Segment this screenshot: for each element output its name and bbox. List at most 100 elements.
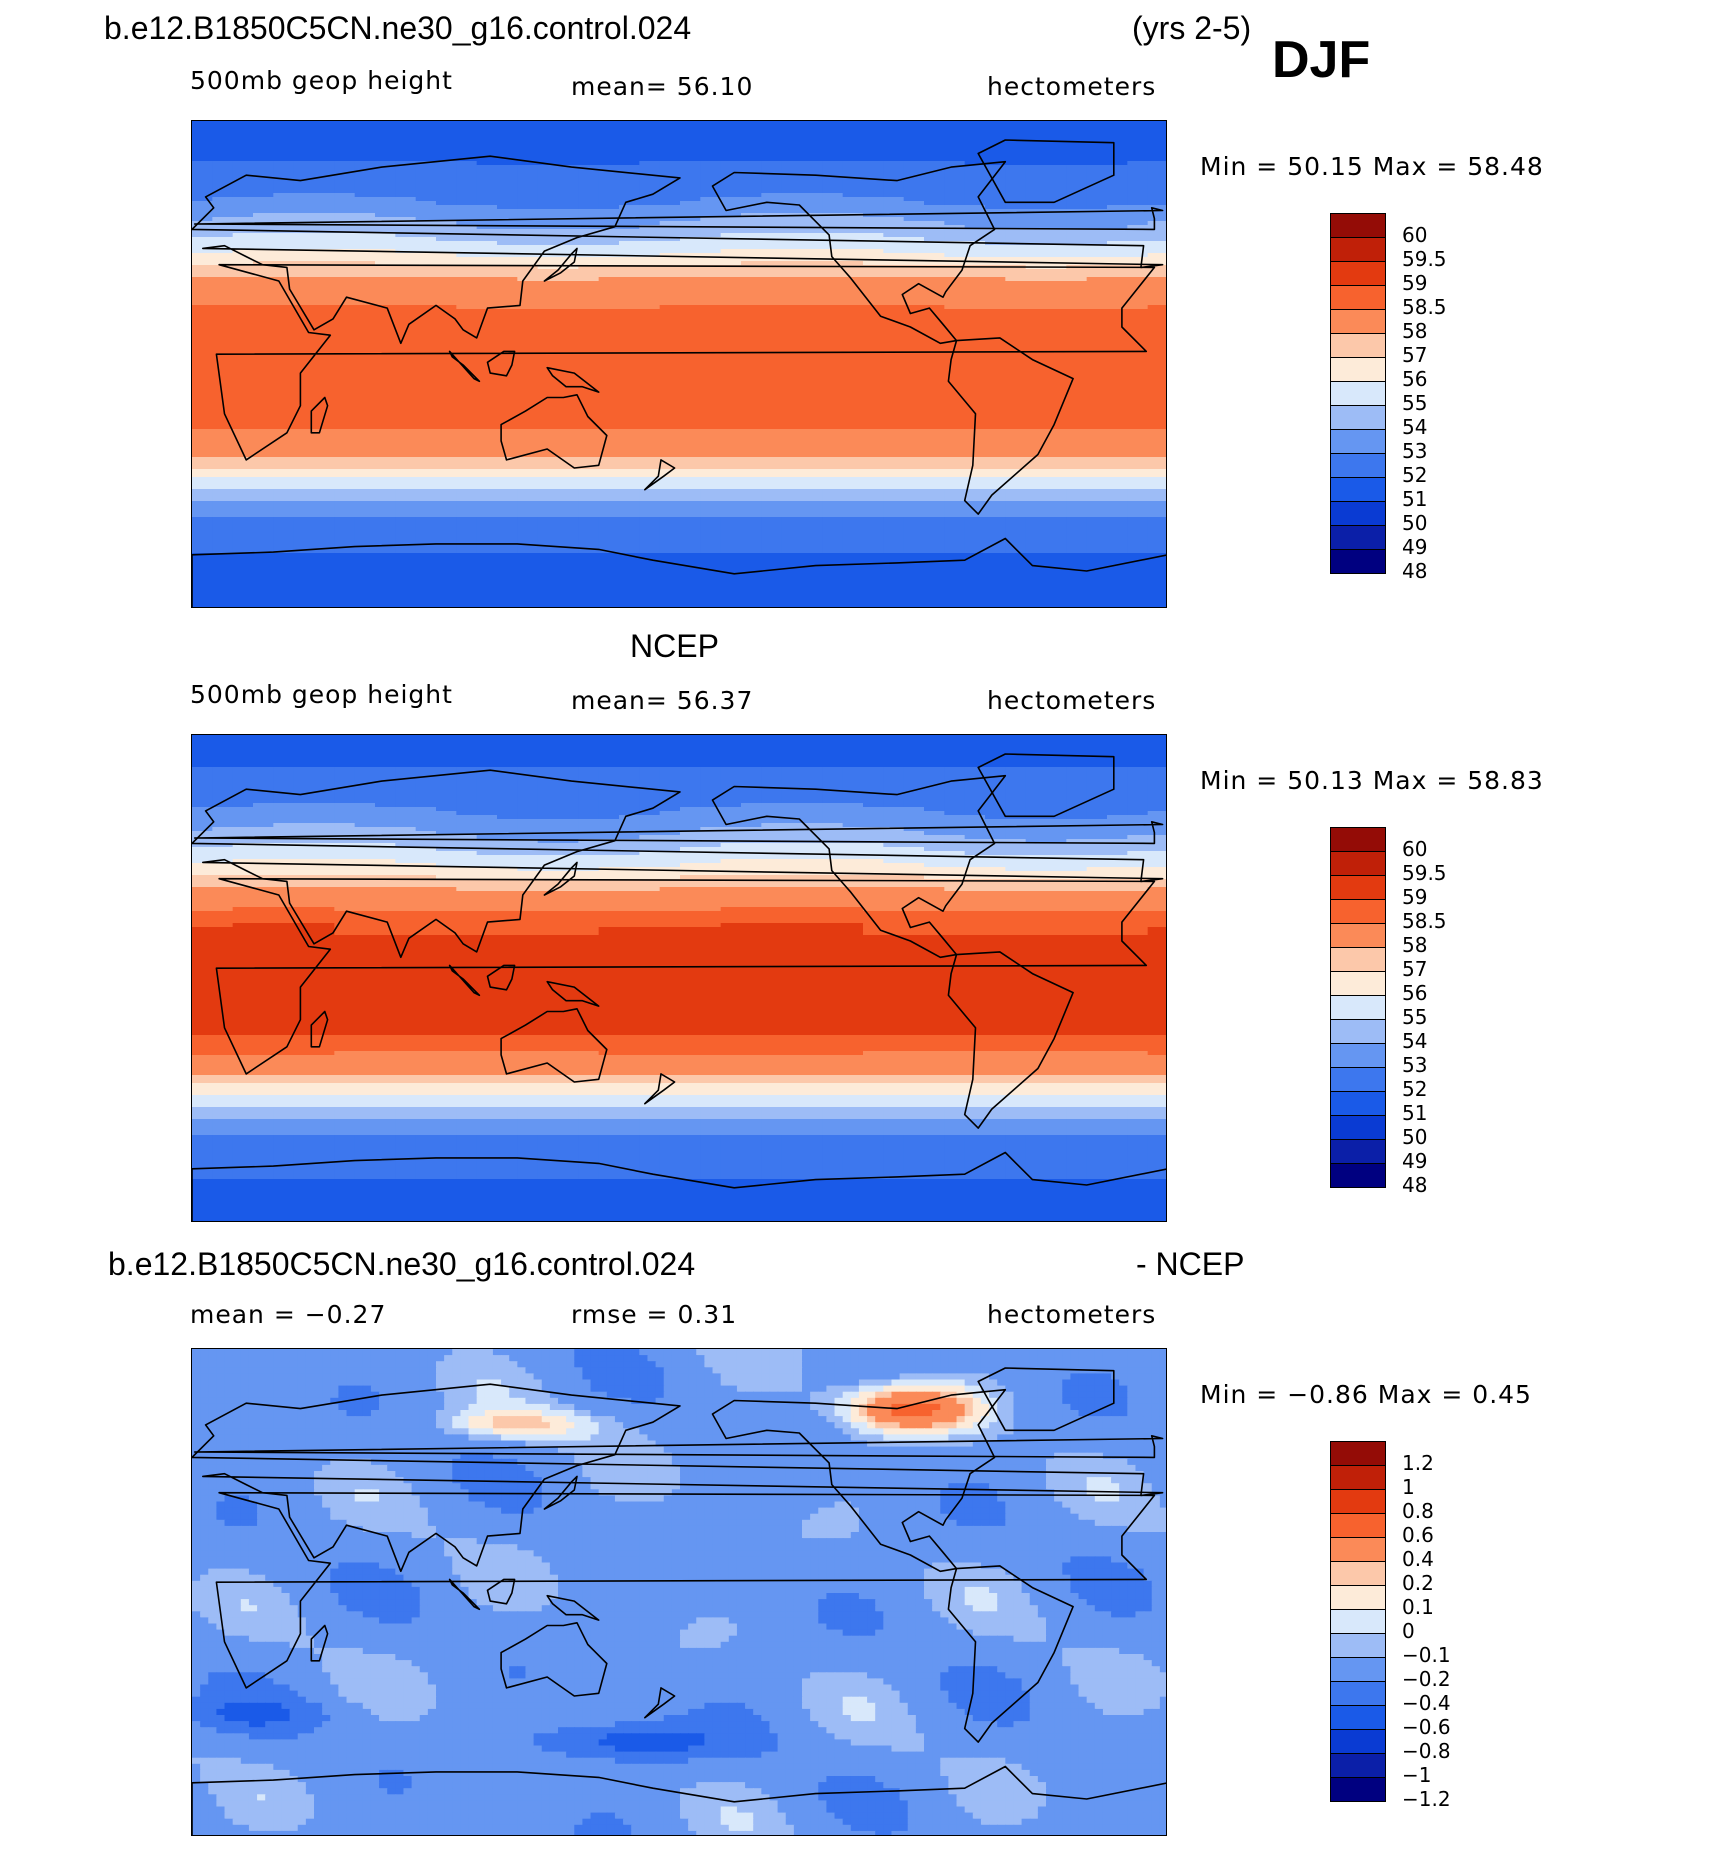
panel1-cell	[1147, 525, 1166, 530]
panel1-cell	[334, 497, 356, 502]
panel1-cell	[903, 457, 925, 462]
panel1-cell	[680, 365, 702, 370]
panel1-cell	[314, 385, 336, 390]
panel1-cell	[1066, 293, 1088, 298]
panel1-cell	[802, 285, 824, 290]
panel1-cell	[903, 513, 925, 518]
panel1-cell	[497, 161, 519, 166]
panel1-cell	[253, 385, 275, 390]
panel1-cell	[1086, 365, 1108, 370]
panel1-cell	[212, 409, 234, 414]
panel1-cell	[273, 505, 295, 510]
panel1-cell	[1025, 229, 1047, 234]
panel1-cell	[192, 533, 214, 538]
panel1-cell	[212, 301, 234, 306]
panel1-cell	[761, 397, 783, 402]
panel1-cell	[1127, 281, 1149, 286]
panel1-cell	[944, 241, 966, 246]
panel1-cell	[863, 249, 885, 254]
panel1-cell	[680, 261, 702, 266]
panel1-cell	[781, 305, 803, 310]
panel1-cell	[232, 337, 254, 342]
panel1-cell	[497, 157, 519, 162]
panel1-cell	[924, 281, 946, 286]
panel1-cell	[659, 361, 681, 366]
panel1-cell	[314, 513, 336, 518]
panel1-cell	[741, 333, 763, 338]
panel1-cell	[842, 353, 864, 358]
panel1-cell	[619, 289, 641, 294]
panel1-cell	[578, 497, 600, 502]
panel1-cell	[781, 529, 803, 534]
panel1-cell	[741, 265, 763, 270]
panel1-cell	[375, 281, 397, 286]
panel1-cell	[212, 429, 234, 434]
panel1-cell	[314, 377, 336, 382]
panel1-cell	[293, 489, 315, 494]
panel1-cell	[497, 465, 519, 470]
panel1-cell	[741, 141, 763, 146]
panel1-cell	[1025, 409, 1047, 414]
panel1-cell	[456, 493, 478, 498]
panel1-cell	[232, 173, 254, 178]
panel1-cell	[192, 405, 214, 410]
panel1-cell	[517, 325, 539, 330]
panel1-cell	[314, 433, 336, 438]
panel1-cell	[659, 253, 681, 258]
panel1-cell	[212, 533, 234, 538]
panel1-cell	[781, 289, 803, 294]
panel1-cell	[395, 169, 417, 174]
panel1-cell	[1147, 489, 1166, 494]
panel1-cell	[659, 145, 681, 150]
panel1-cell	[1046, 297, 1068, 302]
panel1-cell	[1147, 473, 1166, 478]
panel1-cell	[639, 205, 661, 210]
panel1-cell	[842, 237, 864, 242]
panel1-cell	[1127, 317, 1149, 322]
panel1-cell	[212, 293, 234, 298]
panel1-cell	[578, 313, 600, 318]
panel1-cell	[293, 393, 315, 398]
panel1-cell	[985, 437, 1007, 442]
panel1-cell	[476, 341, 498, 346]
panel1-cell	[1086, 441, 1108, 446]
panel1-cell	[578, 153, 600, 158]
panel1-cell	[822, 417, 844, 422]
panel1-cell	[842, 357, 864, 362]
panel1-cell	[720, 273, 742, 278]
panel1-cell	[903, 353, 925, 358]
panel1-cell	[781, 353, 803, 358]
panel1-cell	[822, 189, 844, 194]
panel1-cell	[273, 257, 295, 262]
panel1-cell	[273, 181, 295, 186]
panel1-cell	[680, 173, 702, 178]
panel1-cell	[619, 173, 641, 178]
panel1-cell	[476, 401, 498, 406]
panel1-cell	[436, 289, 458, 294]
panel1-cell	[944, 397, 966, 402]
panel1-cell	[639, 249, 661, 254]
panel1-cell	[476, 265, 498, 270]
panel1-cell	[415, 345, 437, 350]
panel1-cell	[436, 213, 458, 218]
panel1-cell	[802, 365, 824, 370]
panel1-cell	[476, 509, 498, 514]
panel1-cell	[456, 353, 478, 358]
panel1-cell	[822, 397, 844, 402]
panel1-cell	[781, 165, 803, 170]
panel1-cell	[517, 193, 539, 198]
panel1-cell	[822, 277, 844, 282]
panel1-cell	[598, 133, 620, 138]
panel1-cell	[659, 329, 681, 334]
panel1-cell	[863, 133, 885, 138]
panel1-cell	[1127, 289, 1149, 294]
panel1-cell	[497, 173, 519, 178]
panel1-cell	[903, 297, 925, 302]
panel1-cell	[415, 377, 437, 382]
panel1-cell	[700, 321, 722, 326]
panel1-cell	[537, 393, 559, 398]
panel1-cell	[741, 385, 763, 390]
panel1-cell	[293, 437, 315, 442]
panel1-cell	[924, 133, 946, 138]
panel1-cell	[822, 445, 844, 450]
